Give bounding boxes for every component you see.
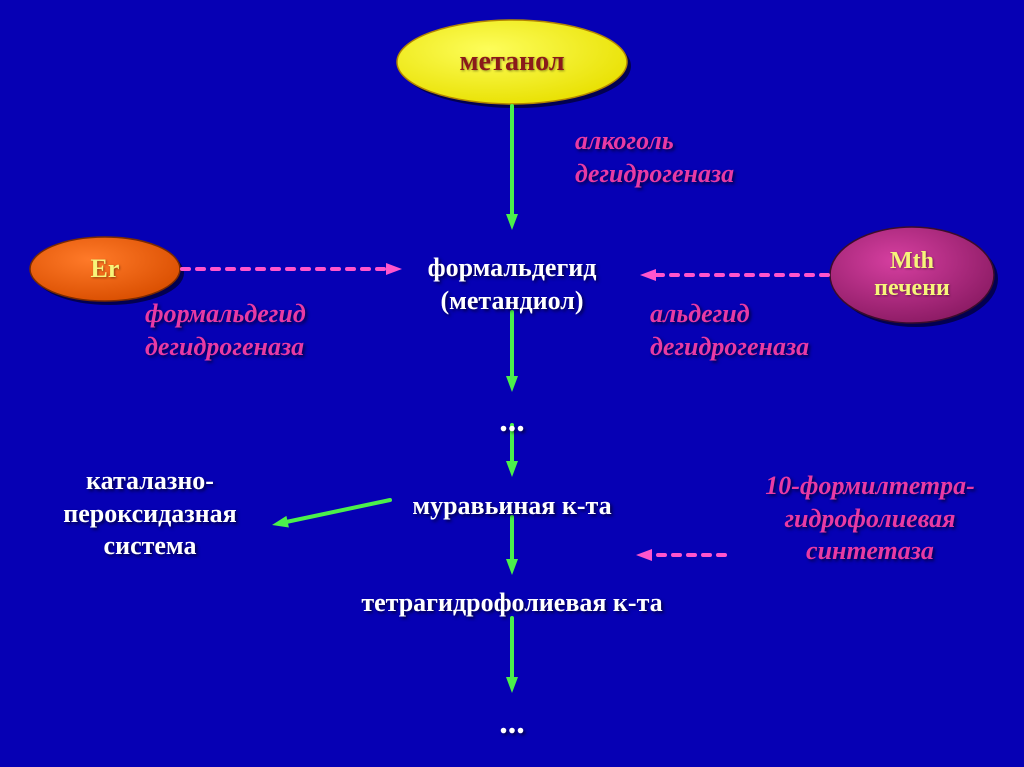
node-methanol: метанол xyxy=(397,20,627,104)
label-ellipsis-1: ... xyxy=(252,400,772,443)
label-ellipsis-2: ... xyxy=(252,702,772,745)
label-alcohol-dh: алкоголь дегидрогеназа xyxy=(575,125,734,190)
node-er-label: Er xyxy=(91,254,120,284)
label-formyl-synth: 10-формилтетра- гидрофолиевая синтетаза xyxy=(610,470,1024,568)
label-aldehyde-dh: альдегид дегидрогеназа xyxy=(650,298,809,363)
node-er: Er xyxy=(30,237,180,301)
node-methanol-label: метанол xyxy=(459,46,564,78)
edge-e9-arrowhead xyxy=(506,677,518,693)
node-mth: Mth печени xyxy=(830,227,994,323)
label-catalase: каталазно- пероксидазная система xyxy=(0,465,410,563)
edge-e5-arrowhead xyxy=(506,461,518,477)
edge-e1-arrowhead xyxy=(506,214,518,230)
node-mth-label: Mth печени xyxy=(874,248,950,302)
edge-layer xyxy=(0,0,1024,767)
diagram-stage: метанол Er Mth печени алкоголь дегидрогеназ… xyxy=(0,0,1024,767)
edge-e4-arrowhead xyxy=(506,376,518,392)
label-thfa: тетрагидрофолиевая к-та xyxy=(252,587,772,620)
edge-e8-arrowhead xyxy=(506,559,518,575)
label-formaldehyde-dh: формальдегид дегидрогеназа xyxy=(145,298,306,363)
